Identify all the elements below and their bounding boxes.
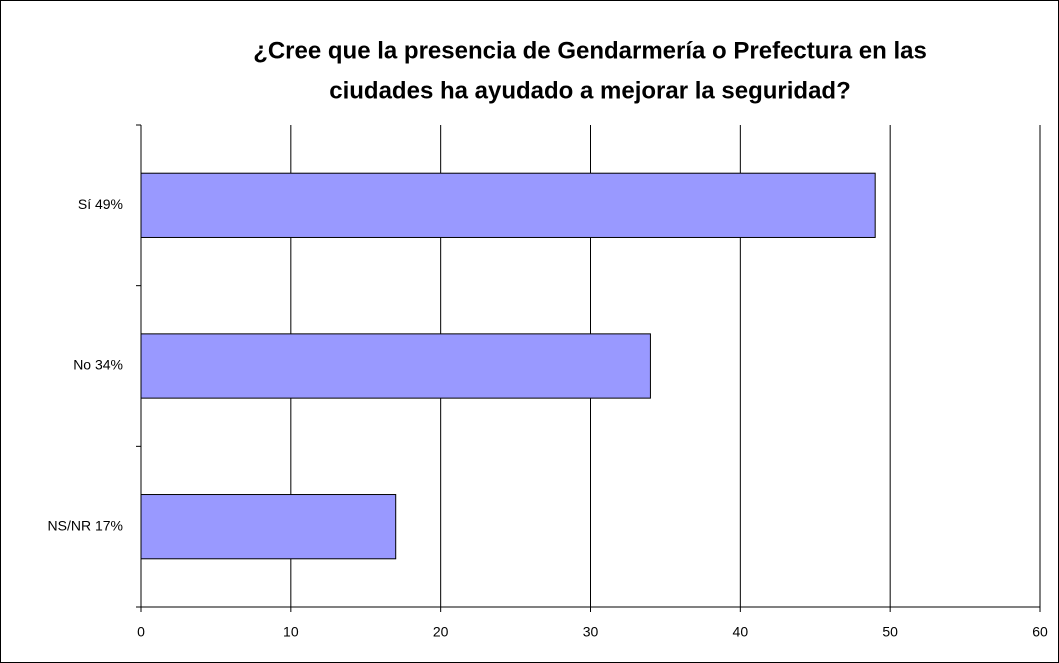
bar: [140, 333, 651, 399]
y-tick-label: Sí 49%: [78, 196, 123, 212]
chart-title: ¿Cree que la presencia de Gendarmería o …: [253, 37, 927, 64]
x-tick-label: 20: [433, 624, 449, 640]
x-tick-label: 60: [1032, 624, 1048, 640]
x-tick-label: 50: [882, 624, 898, 640]
bar: [140, 494, 397, 560]
x-tick-label: 40: [733, 624, 749, 640]
bar: [140, 172, 876, 238]
y-tick-label: No 34%: [73, 357, 123, 373]
x-tick-label: 30: [583, 624, 599, 640]
chart-title: ciudades ha ayudado a mejorar la segurid…: [329, 77, 851, 104]
y-tick-label: NS/NR 17%: [48, 517, 123, 533]
x-tick-label: 0: [137, 624, 145, 640]
x-tick-label: 10: [283, 624, 299, 640]
